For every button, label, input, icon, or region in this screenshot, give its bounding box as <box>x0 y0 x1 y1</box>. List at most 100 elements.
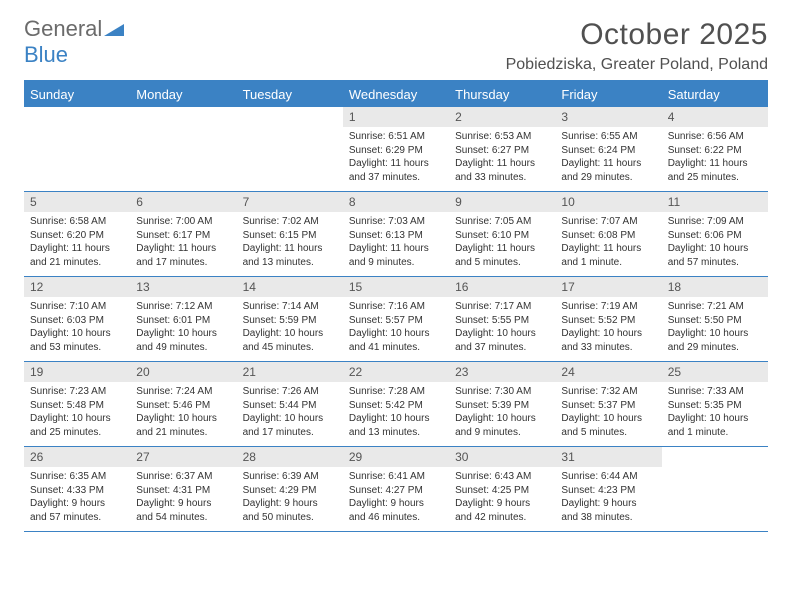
day-info-line: Sunrise: 7:16 AM <box>349 300 443 314</box>
day-number: 3 <box>555 107 661 127</box>
day-number: 12 <box>24 277 130 297</box>
day-info-line: Sunrise: 7:07 AM <box>561 215 655 229</box>
day-number: 6 <box>130 192 236 212</box>
day-info-line: Daylight: 10 hours <box>668 242 762 256</box>
day-info-line: Daylight: 10 hours <box>561 412 655 426</box>
day-cell: 9Sunrise: 7:05 AMSunset: 6:10 PMDaylight… <box>449 192 555 276</box>
day-info-line: Daylight: 11 hours <box>243 242 337 256</box>
day-info-line: Daylight: 10 hours <box>30 327 124 341</box>
day-info-line: and 5 minutes. <box>455 256 549 270</box>
day-info-line: and 29 minutes. <box>561 171 655 185</box>
day-info-line: Sunset: 4:23 PM <box>561 484 655 498</box>
day-info-line: and 5 minutes. <box>561 426 655 440</box>
day-number: 17 <box>555 277 661 297</box>
day-number: 2 <box>449 107 555 127</box>
day-cell: 28Sunrise: 6:39 AMSunset: 4:29 PMDayligh… <box>237 447 343 531</box>
day-info-line: Sunrise: 7:03 AM <box>349 215 443 229</box>
day-info: Sunrise: 6:51 AMSunset: 6:29 PMDaylight:… <box>343 127 449 188</box>
day-info: Sunrise: 7:16 AMSunset: 5:57 PMDaylight:… <box>343 297 449 358</box>
day-info-line: Sunrise: 7:26 AM <box>243 385 337 399</box>
day-info-line: Sunrise: 7:28 AM <box>349 385 443 399</box>
day-cell: 3Sunrise: 6:55 AMSunset: 6:24 PMDaylight… <box>555 107 661 191</box>
day-info-line: and 25 minutes. <box>668 171 762 185</box>
day-cell: 18Sunrise: 7:21 AMSunset: 5:50 PMDayligh… <box>662 277 768 361</box>
day-info-line: and 49 minutes. <box>136 341 230 355</box>
logo: General <box>24 18 124 40</box>
day-number: 16 <box>449 277 555 297</box>
day-info-line: and 1 minute. <box>668 426 762 440</box>
day-info-line: and 54 minutes. <box>136 511 230 525</box>
day-info-line: Sunrise: 6:56 AM <box>668 130 762 144</box>
week-row: 5Sunrise: 6:58 AMSunset: 6:20 PMDaylight… <box>24 192 768 277</box>
day-info-line: Sunrise: 6:43 AM <box>455 470 549 484</box>
day-info-line: Daylight: 9 hours <box>455 497 549 511</box>
day-info: Sunrise: 7:19 AMSunset: 5:52 PMDaylight:… <box>555 297 661 358</box>
day-header-cell: Sunday <box>24 82 130 107</box>
week-row: 1Sunrise: 6:51 AMSunset: 6:29 PMDaylight… <box>24 107 768 192</box>
day-info-line: and 13 minutes. <box>349 426 443 440</box>
day-number: 23 <box>449 362 555 382</box>
day-info-line: Sunrise: 6:51 AM <box>349 130 443 144</box>
day-header-cell: Friday <box>555 82 661 107</box>
day-info-line: and 57 minutes. <box>668 256 762 270</box>
day-info-line: Sunset: 6:13 PM <box>349 229 443 243</box>
day-info-line: Sunrise: 6:41 AM <box>349 470 443 484</box>
day-cell: 11Sunrise: 7:09 AMSunset: 6:06 PMDayligh… <box>662 192 768 276</box>
title-block: October 2025 Pobiedziska, Greater Poland… <box>506 18 768 74</box>
day-info-line: Sunrise: 7:10 AM <box>30 300 124 314</box>
day-info-line: Sunrise: 7:21 AM <box>668 300 762 314</box>
day-number: 18 <box>662 277 768 297</box>
day-cell: 15Sunrise: 7:16 AMSunset: 5:57 PMDayligh… <box>343 277 449 361</box>
day-info: Sunrise: 7:30 AMSunset: 5:39 PMDaylight:… <box>449 382 555 443</box>
day-number: 10 <box>555 192 661 212</box>
day-cell <box>130 107 236 191</box>
day-info: Sunrise: 7:24 AMSunset: 5:46 PMDaylight:… <box>130 382 236 443</box>
day-info-line: Sunrise: 6:44 AM <box>561 470 655 484</box>
day-info-line: and 50 minutes. <box>243 511 337 525</box>
day-info: Sunrise: 7:07 AMSunset: 6:08 PMDaylight:… <box>555 212 661 273</box>
day-cell: 24Sunrise: 7:32 AMSunset: 5:37 PMDayligh… <box>555 362 661 446</box>
day-info-line: and 25 minutes. <box>30 426 124 440</box>
week-row: 12Sunrise: 7:10 AMSunset: 6:03 PMDayligh… <box>24 277 768 362</box>
day-number: 7 <box>237 192 343 212</box>
day-info-line: Daylight: 10 hours <box>668 412 762 426</box>
day-info-line: Sunrise: 6:39 AM <box>243 470 337 484</box>
day-info-line: and 46 minutes. <box>349 511 443 525</box>
day-info-line: Daylight: 11 hours <box>30 242 124 256</box>
day-info-line: Sunrise: 6:53 AM <box>455 130 549 144</box>
day-info: Sunrise: 7:32 AMSunset: 5:37 PMDaylight:… <box>555 382 661 443</box>
day-header-cell: Wednesday <box>343 82 449 107</box>
day-info: Sunrise: 6:41 AMSunset: 4:27 PMDaylight:… <box>343 467 449 528</box>
day-info-line: Sunrise: 6:58 AM <box>30 215 124 229</box>
day-info-line: Daylight: 11 hours <box>136 242 230 256</box>
day-info-line: Sunset: 4:27 PM <box>349 484 443 498</box>
day-info-line: and 17 minutes. <box>243 426 337 440</box>
day-info-line: Sunrise: 6:37 AM <box>136 470 230 484</box>
day-info-line: Sunset: 6:10 PM <box>455 229 549 243</box>
day-info-line: and 41 minutes. <box>349 341 443 355</box>
day-info-line: Sunset: 5:48 PM <box>30 399 124 413</box>
day-number: 28 <box>237 447 343 467</box>
day-info-line: Daylight: 9 hours <box>136 497 230 511</box>
day-cell <box>24 107 130 191</box>
day-info-line: and 38 minutes. <box>561 511 655 525</box>
day-info-line: Daylight: 11 hours <box>668 157 762 171</box>
day-info-line: and 17 minutes. <box>136 256 230 270</box>
day-info: Sunrise: 7:02 AMSunset: 6:15 PMDaylight:… <box>237 212 343 273</box>
day-number: 30 <box>449 447 555 467</box>
day-info-line: Daylight: 11 hours <box>455 242 549 256</box>
day-cell: 17Sunrise: 7:19 AMSunset: 5:52 PMDayligh… <box>555 277 661 361</box>
day-info-line: Daylight: 11 hours <box>561 242 655 256</box>
day-cell <box>237 107 343 191</box>
day-info-line: Daylight: 10 hours <box>136 412 230 426</box>
location: Pobiedziska, Greater Poland, Poland <box>506 56 768 74</box>
day-cell: 30Sunrise: 6:43 AMSunset: 4:25 PMDayligh… <box>449 447 555 531</box>
day-info-line: Sunset: 5:39 PM <box>455 399 549 413</box>
day-info-line: Daylight: 11 hours <box>349 242 443 256</box>
day-info-line: Sunset: 6:01 PM <box>136 314 230 328</box>
day-info-line: and 53 minutes. <box>30 341 124 355</box>
day-cell: 19Sunrise: 7:23 AMSunset: 5:48 PMDayligh… <box>24 362 130 446</box>
day-info-line: Sunset: 5:37 PM <box>561 399 655 413</box>
day-info-line: and 9 minutes. <box>455 426 549 440</box>
day-info: Sunrise: 7:10 AMSunset: 6:03 PMDaylight:… <box>24 297 130 358</box>
